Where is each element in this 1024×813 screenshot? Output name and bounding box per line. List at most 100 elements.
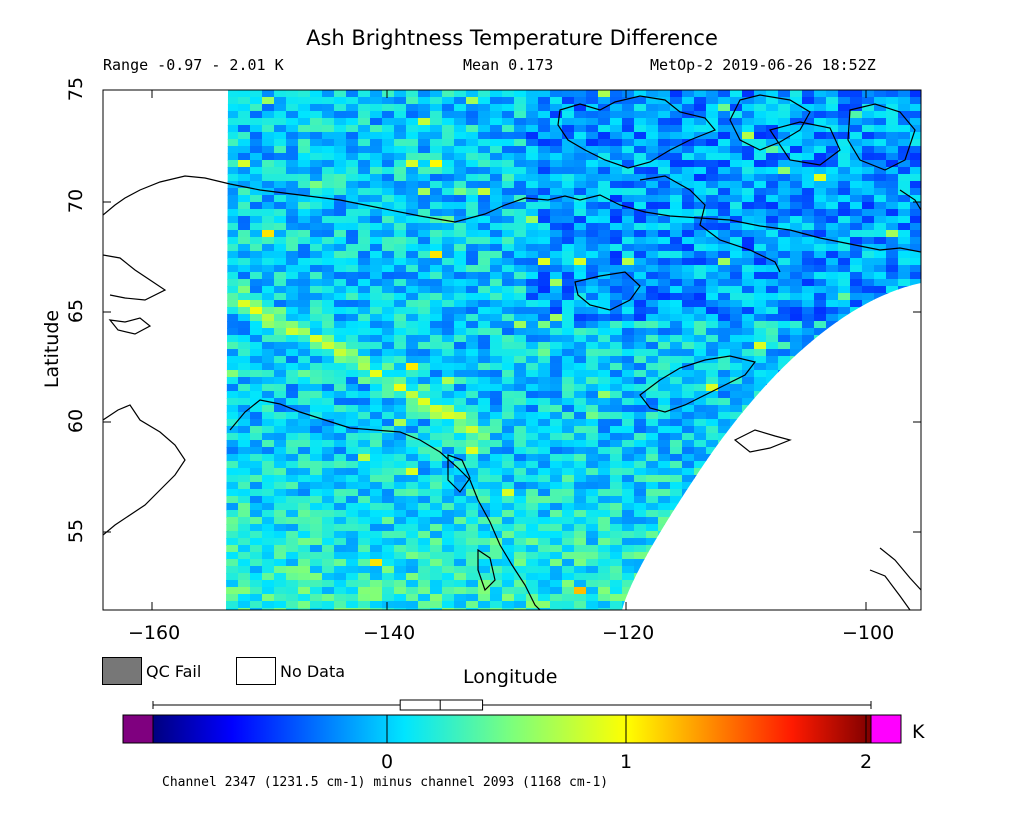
swath-cell — [406, 454, 419, 462]
swath-cell — [238, 594, 251, 602]
swath-cell — [406, 111, 419, 119]
swath-cell — [838, 118, 851, 126]
swath-cell — [742, 314, 755, 322]
swath-cell — [298, 251, 311, 259]
swath-cell — [406, 426, 419, 434]
swath-cell — [310, 412, 323, 420]
swath-cell — [502, 132, 515, 140]
swath-cell — [562, 174, 575, 182]
swath-cell — [334, 321, 347, 329]
swath-cell — [670, 97, 683, 105]
swath-cell — [586, 363, 599, 371]
swath-cell — [550, 601, 563, 609]
swath-cell — [550, 349, 563, 357]
swath-cell — [274, 216, 287, 224]
swath-cell — [370, 90, 383, 98]
swath-cell — [322, 363, 335, 371]
swath-cell — [238, 433, 251, 441]
swath-cell — [346, 237, 359, 245]
swath-cell — [502, 118, 515, 126]
swath-cell — [418, 461, 431, 469]
swath-cell — [418, 251, 431, 259]
swath-cell — [682, 111, 695, 119]
swath-cell — [526, 286, 539, 294]
swath-cell — [430, 195, 443, 203]
swath-cell — [358, 594, 371, 602]
swath-cell — [406, 174, 419, 182]
swath-cell — [478, 370, 491, 378]
swath-cell — [550, 370, 563, 378]
swath-cell — [874, 174, 887, 182]
swath-cell — [838, 216, 851, 224]
swath-cell — [802, 167, 815, 175]
swath-cell — [298, 391, 311, 399]
swath-cell — [538, 293, 551, 301]
swath-cell — [706, 440, 719, 448]
swath-cell — [634, 377, 647, 385]
swath-cell — [622, 503, 635, 511]
swath-cell — [574, 454, 587, 462]
swath-cell — [334, 300, 347, 308]
swath-cell — [862, 132, 875, 140]
swath-cell — [370, 580, 383, 588]
swath-cell — [298, 573, 311, 581]
swath-cell — [466, 517, 479, 525]
swath-cell — [358, 230, 371, 238]
swath-cell — [862, 181, 875, 189]
swath-cell — [466, 601, 479, 609]
swath-cell — [418, 90, 431, 98]
swath-cell — [238, 244, 251, 252]
swath-cell — [646, 475, 659, 483]
swath-cell — [862, 265, 875, 273]
swath-cell — [514, 559, 527, 567]
swath-cell — [418, 503, 431, 511]
swath-cell — [550, 202, 563, 210]
swath-cell — [226, 118, 239, 126]
swath-cell — [418, 552, 431, 560]
swath-cell — [250, 167, 263, 175]
swath-cell — [346, 412, 359, 420]
swath-cell — [754, 370, 767, 378]
swath-cell — [262, 601, 275, 609]
swath-cell — [418, 587, 431, 595]
swath-cell — [406, 587, 419, 595]
swath-cell — [574, 118, 587, 126]
swath-cell — [250, 517, 263, 525]
swath-cell — [598, 398, 611, 406]
swath-cell — [706, 132, 719, 140]
swath-cell — [610, 244, 623, 252]
swath-cell — [226, 398, 239, 406]
swath-cell — [382, 97, 395, 105]
swath-cell — [298, 517, 311, 525]
swath-cell — [562, 433, 575, 441]
swath-cell — [454, 363, 467, 371]
swath-cell — [646, 321, 659, 329]
swath-cell — [514, 440, 527, 448]
swath-cell — [490, 223, 503, 231]
swath-cell — [514, 594, 527, 602]
swath-cell — [586, 244, 599, 252]
swath-cell — [274, 307, 287, 315]
swath-cell — [538, 314, 551, 322]
swath-cell — [538, 412, 551, 420]
swath-cell — [406, 496, 419, 504]
swath-cell — [598, 111, 611, 119]
swath-cell — [370, 216, 383, 224]
swath-cell — [466, 286, 479, 294]
swath-cell — [550, 258, 563, 266]
swath-cell — [346, 370, 359, 378]
swath-cell — [826, 97, 839, 105]
swath-cell — [838, 237, 851, 245]
swath-cell — [262, 608, 275, 610]
swath-cell — [370, 447, 383, 455]
swath-cell — [430, 321, 443, 329]
swath-cell — [250, 398, 263, 406]
swath-cell — [490, 433, 503, 441]
swath-cell — [322, 433, 335, 441]
swath-cell — [394, 300, 407, 308]
swath-cell — [442, 349, 455, 357]
swath-cell — [574, 475, 587, 483]
swath-cell — [466, 132, 479, 140]
swath-cell — [694, 258, 707, 266]
swath-cell — [334, 377, 347, 385]
